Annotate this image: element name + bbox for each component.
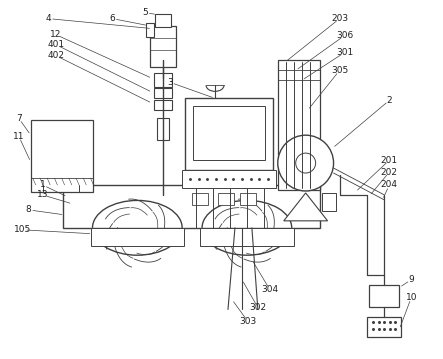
Text: 201: 201 xyxy=(381,155,398,164)
Bar xyxy=(157,118,169,140)
Text: 7: 7 xyxy=(16,114,22,123)
Text: 10: 10 xyxy=(405,293,417,302)
Bar xyxy=(146,23,154,37)
Bar xyxy=(154,88,172,98)
Bar xyxy=(240,193,256,205)
Text: 11: 11 xyxy=(13,132,24,141)
Text: 9: 9 xyxy=(408,275,414,284)
Polygon shape xyxy=(157,78,169,88)
Bar xyxy=(62,185,319,228)
Bar xyxy=(322,193,335,211)
Text: 4: 4 xyxy=(46,14,51,23)
Bar xyxy=(185,98,273,170)
Bar xyxy=(154,73,172,87)
Text: 301: 301 xyxy=(336,48,353,57)
Bar xyxy=(278,60,319,190)
Text: 13: 13 xyxy=(37,190,48,200)
Text: 202: 202 xyxy=(381,168,398,177)
Bar xyxy=(192,193,208,205)
Text: 304: 304 xyxy=(261,285,278,294)
Bar xyxy=(182,170,276,188)
Text: 105: 105 xyxy=(14,225,31,234)
Text: 302: 302 xyxy=(249,303,266,312)
Text: 2: 2 xyxy=(387,96,392,105)
Text: 203: 203 xyxy=(331,14,348,23)
Bar xyxy=(90,228,184,246)
Text: 8: 8 xyxy=(26,205,31,214)
Text: 306: 306 xyxy=(336,31,353,40)
Bar xyxy=(200,228,294,246)
Text: 3: 3 xyxy=(167,78,173,87)
Polygon shape xyxy=(284,193,327,221)
Text: 1: 1 xyxy=(40,181,46,190)
Bar xyxy=(218,193,234,205)
Bar xyxy=(369,285,399,307)
Bar xyxy=(367,317,401,337)
Text: 303: 303 xyxy=(239,317,256,326)
Circle shape xyxy=(278,135,334,191)
Text: 401: 401 xyxy=(47,40,64,49)
Text: 12: 12 xyxy=(50,30,61,39)
Bar xyxy=(193,106,265,160)
Text: 402: 402 xyxy=(47,51,64,60)
Text: 305: 305 xyxy=(331,66,348,75)
Bar xyxy=(150,25,176,67)
Bar xyxy=(154,100,172,110)
Text: 204: 204 xyxy=(381,181,398,190)
Bar xyxy=(155,14,171,27)
Circle shape xyxy=(296,153,315,173)
Text: 5: 5 xyxy=(142,8,148,17)
Text: 6: 6 xyxy=(109,14,115,23)
Bar xyxy=(31,120,93,192)
